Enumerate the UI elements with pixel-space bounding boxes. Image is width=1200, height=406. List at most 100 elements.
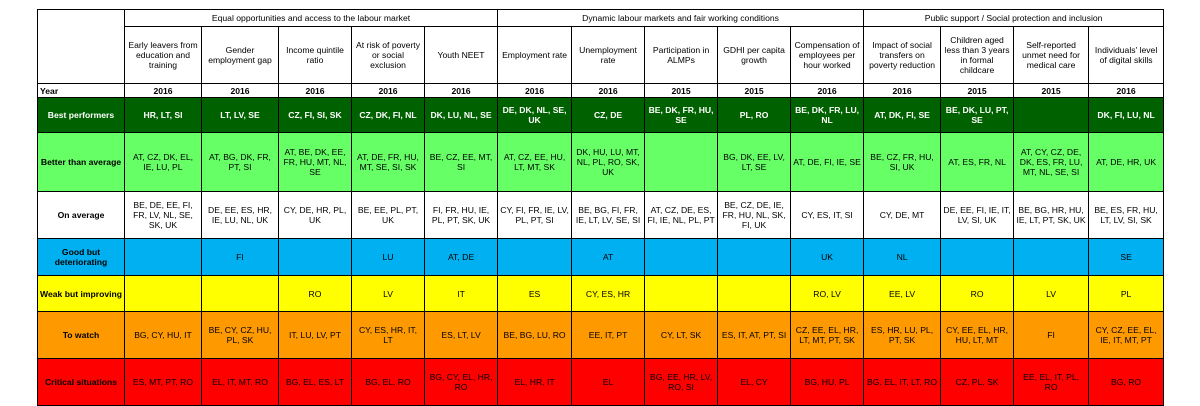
country-cell: EL, IT, MT, RO (201, 358, 279, 406)
country-cell: DK, HU, LU, MT, NL, PL, RO, SK, UK (571, 132, 646, 192)
country-cell (644, 132, 719, 192)
country-cell: CY, ES, IT, SI (790, 191, 865, 239)
year-cell: 2016 (278, 83, 352, 98)
indicator-header: GDHI per capita growth (717, 26, 792, 84)
country-cell: PL, RO (717, 97, 792, 133)
country-cell (1013, 97, 1090, 133)
country-cell: AT, DK, FI, SE (863, 97, 942, 133)
row-weak: Weak but improving RO LV IT ES CY, ES, HR RO, … (37, 275, 1165, 312)
country-cell: RO, LV (790, 275, 865, 312)
country-cell: AT, DE, FR, HU, MT, SE, SI, SK (351, 132, 425, 192)
country-cell: BG, CY, EL, HR, RO (423, 358, 499, 406)
country-cell: BG, HU, PL (790, 358, 865, 406)
country-cell: BE, DE, EE, FI, FR, LV, NL, SE, SK, UK (124, 191, 202, 239)
country-cell: ES, IT, AT, PT, SI (717, 311, 792, 359)
country-cell: AT (571, 238, 646, 276)
table-header: Equal opportunities and access to the la… (37, 9, 1165, 98)
row-avg: On average BE, DE, EE, FI, FR, LV, NL, SE… (37, 191, 1165, 239)
group-header: Public support / Social protection and i… (863, 9, 1165, 27)
country-cell: BE, BG, FI, FR, IE, LT, LV, SE, SI (571, 191, 646, 239)
indicator-header: Compensation of employees per hour worke… (790, 26, 865, 84)
table-body: Best performers HR, LT, SI LT, LV, SE CZ, F… (37, 97, 1165, 406)
country-cell: DE, EE, FI, IE, IT, LV, SI, UK (940, 191, 1015, 239)
country-cell: LV (1013, 275, 1090, 312)
country-cell: BG, CY, HU, IT (124, 311, 202, 359)
country-cell (717, 275, 792, 312)
country-cell: AT, BG, DK, FR, PT, SI (201, 132, 279, 192)
country-cell: CY, FI, FR, IE, LV, PL, PT, SI (497, 191, 573, 239)
country-cell: BE, DK, FR, HU, SE (644, 97, 719, 133)
corner-cell (37, 9, 125, 84)
row-good: Good but deteriorating FI LU AT, DE AT UK NL SE (37, 238, 1165, 276)
row-better: Better than average AT, CZ, DK, EL, IE, L… (37, 132, 1165, 192)
country-cell (278, 238, 352, 276)
country-cell: BG, RO (1088, 358, 1165, 406)
country-cell: CZ, FI, SI, SK (278, 97, 352, 133)
country-cell: CY, ES, HR, IT, LT (351, 311, 425, 359)
country-cell: RO (940, 275, 1015, 312)
country-cell: UK (790, 238, 865, 276)
country-cell: BG, EL, RO (351, 358, 425, 406)
country-cell (644, 238, 719, 276)
country-cell: CY, EE, EL, HR, HU, LT, MT (940, 311, 1015, 359)
year-cell: 2016 (1088, 83, 1165, 98)
group-header-row: Equal opportunities and access to the la… (37, 9, 1165, 84)
country-cell: ES, LT, LV (423, 311, 499, 359)
country-cell: BE, BG, LU, RO (497, 311, 573, 359)
country-cell: CY, LT, SK (644, 311, 719, 359)
indicator-header: Participation in ALMPs (644, 26, 719, 84)
year-cell: 2016 (423, 83, 499, 98)
country-cell: EE, IT, PT (571, 311, 646, 359)
indicator-header: Income quintile ratio (278, 26, 352, 84)
year-cell: 2016 (201, 83, 279, 98)
country-cell: BE, EE, PL, PT, UK (351, 191, 425, 239)
row-label: To watch (37, 311, 125, 359)
country-cell: EL (571, 358, 646, 406)
country-cell: BE, CZ, FR, HU, SI, UK (863, 132, 942, 192)
country-cell: EE, EL, IT, PL, RO (1013, 358, 1090, 406)
row-label: On average (37, 191, 125, 239)
group-header: Equal opportunities and access to the la… (123, 9, 499, 27)
country-cell: AT, BE, DK, EE, FR, HU, MT, NL, SE (278, 132, 352, 192)
social-scoreboard-table: Equal opportunities and access to the la… (37, 9, 1165, 406)
row-label: Weak but improving (37, 275, 125, 312)
year-cell: 2015 (1013, 83, 1090, 98)
country-cell: FI, FR, HU, IE, PL, PT, SK, UK (423, 191, 499, 239)
country-cell: BE, CY, CZ, HU, PL, SK (201, 311, 279, 359)
country-cell: AT, DE, HR, UK (1088, 132, 1165, 192)
country-cell: DK, LU, NL, SE (423, 97, 499, 133)
country-cell: BE, BG, HR, HU, IE, LT, PT, SK, UK (1013, 191, 1090, 239)
country-cell (940, 238, 1015, 276)
year-cell: 2015 (717, 83, 792, 98)
country-cell: LV (351, 275, 425, 312)
indicator-header: Children aged less than 3 years in forma… (940, 26, 1015, 84)
row-crit: Critical situations ES, MT, PT, RO EL, IT,… (37, 358, 1165, 406)
country-cell: EL, CY (717, 358, 792, 406)
country-cell: BG, DK, EE, LV, LT, SE (717, 132, 792, 192)
year-cell: 2016 (351, 83, 425, 98)
country-cell: AT, DE, FI, IE, SE (790, 132, 865, 192)
country-cell: DE, EE, ES, HR, IE, LU, NL, UK (201, 191, 279, 239)
indicator-header: At risk of poverty or social exclusion (351, 26, 425, 84)
country-cell (1013, 238, 1090, 276)
country-cell: CZ, DK, FI, NL (351, 97, 425, 133)
country-cell (124, 275, 202, 312)
country-cell: ES, MT, PT, RO (124, 358, 202, 406)
country-cell: CZ, EE, EL, HR, LT, MT, PT, SK (790, 311, 865, 359)
indicator-header: Self-reported unmet need for medical car… (1013, 26, 1090, 84)
country-cell: AT, CY, CZ, DE, DK, ES, FR, LU, MT, NL, … (1013, 132, 1090, 192)
country-cell: DK, FI, LU, NL (1088, 97, 1165, 133)
country-cell: BE, CZ, EE, MT, SI (423, 132, 499, 192)
group-header: Dynamic labour markets and fair working … (497, 9, 865, 27)
country-cell: FI (201, 238, 279, 276)
country-cell: IT, LU, LV, PT (278, 311, 352, 359)
indicator-header: Impact of social transfers on poverty re… (863, 26, 942, 84)
country-cell: LT, LV, SE (201, 97, 279, 133)
row-label: Critical situations (37, 358, 125, 406)
country-cell: FI (1013, 311, 1090, 359)
year-cell: 2016 (497, 83, 573, 98)
country-cell: BE, CZ, DE, IE, FR, HU, NL, SK, FI, UK (717, 191, 792, 239)
row-label: Better than average (37, 132, 125, 192)
row-best: Best performers HR, LT, SI LT, LV, SE CZ, F… (37, 97, 1165, 133)
country-cell: ES (497, 275, 573, 312)
